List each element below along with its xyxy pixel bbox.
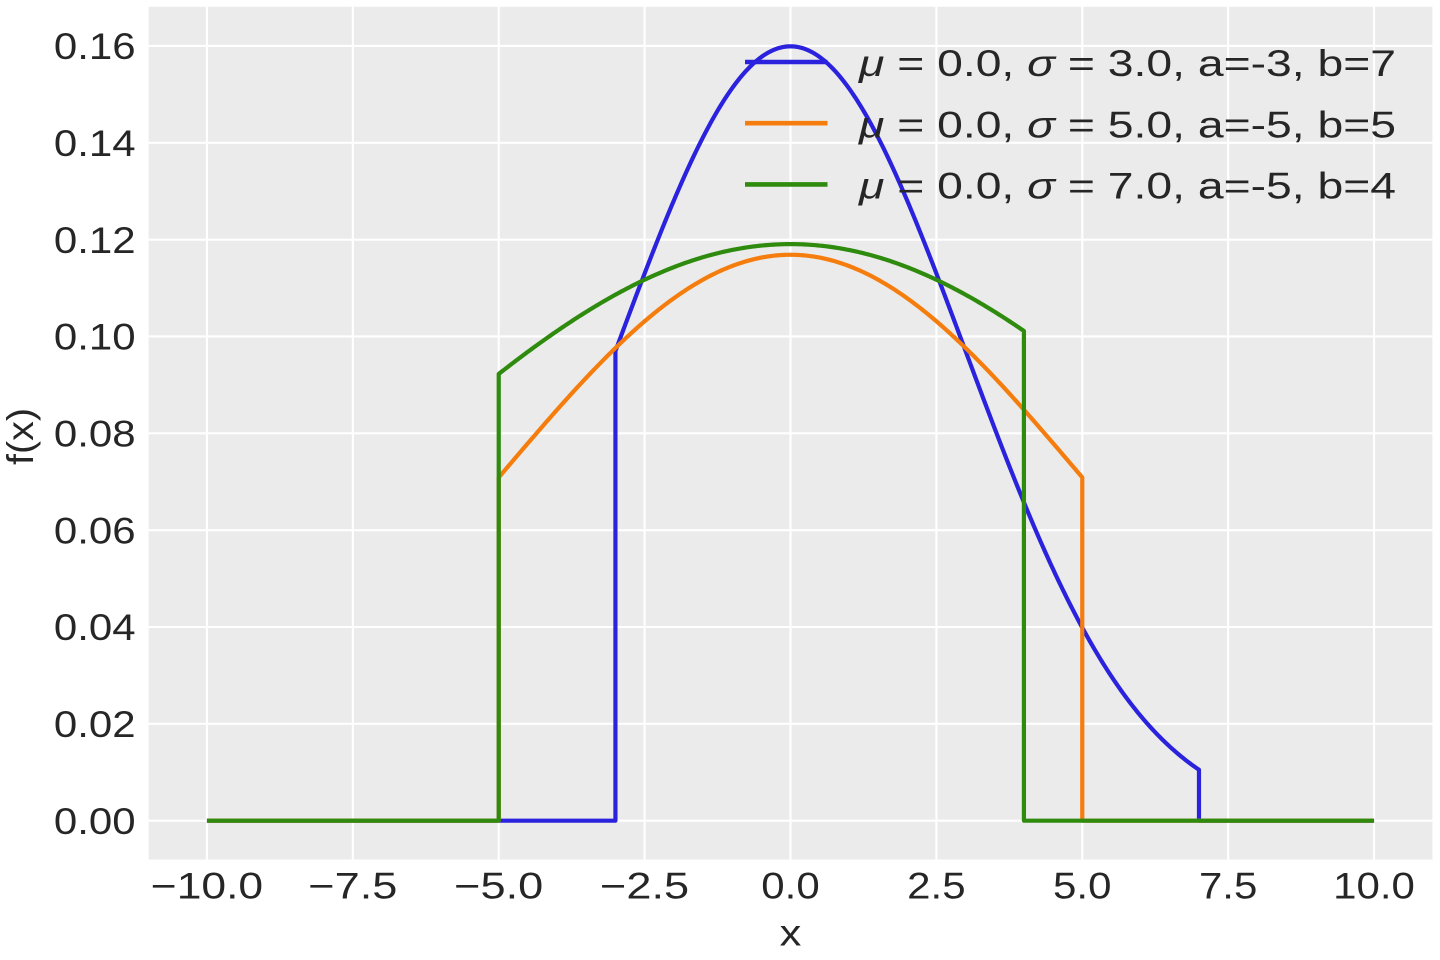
svg-text:2.5: 2.5	[907, 866, 965, 907]
svg-text:μ = 0.0, σ = 5.0, a=-5, b=5: μ = 0.0, σ = 5.0, a=-5, b=5	[858, 104, 1396, 145]
svg-text:0.12: 0.12	[54, 220, 136, 261]
svg-text:0.00: 0.00	[54, 801, 136, 842]
svg-text:0.14: 0.14	[54, 123, 136, 164]
svg-text:μ = 0.0, σ = 3.0, a=-3, b=7: μ = 0.0, σ = 3.0, a=-3, b=7	[858, 43, 1396, 84]
svg-text:−5.0: −5.0	[454, 866, 543, 907]
svg-text:0.08: 0.08	[54, 414, 136, 455]
svg-text:0.02: 0.02	[54, 704, 136, 745]
svg-text:f(x): f(x)	[0, 408, 41, 465]
svg-text:5.0: 5.0	[1053, 866, 1111, 907]
svg-text:10.0: 10.0	[1333, 866, 1415, 907]
svg-text:−2.5: −2.5	[600, 866, 689, 907]
svg-text:μ = 0.0, σ = 7.0, a=-5, b=4: μ = 0.0, σ = 7.0, a=-5, b=4	[858, 166, 1396, 207]
svg-text:0.04: 0.04	[54, 607, 136, 648]
svg-text:x: x	[780, 913, 802, 954]
svg-text:0.0: 0.0	[761, 866, 819, 907]
svg-text:−10.0: −10.0	[151, 866, 263, 907]
svg-text:−7.5: −7.5	[308, 866, 397, 907]
svg-text:0.06: 0.06	[54, 510, 136, 551]
svg-text:0.10: 0.10	[54, 317, 136, 358]
svg-text:0.16: 0.16	[54, 26, 136, 67]
svg-text:7.5: 7.5	[1199, 866, 1257, 907]
